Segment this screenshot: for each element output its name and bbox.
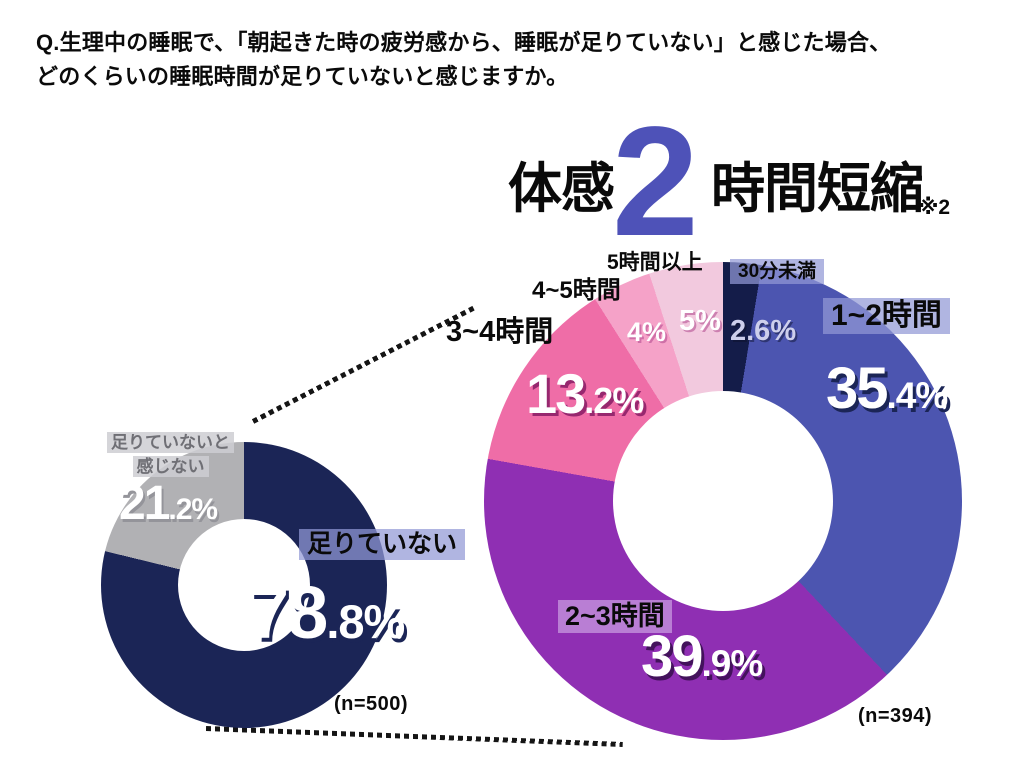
value-2-3-hours: 39.9% xyxy=(641,624,763,689)
label-3-4-hours: 3~4時間 xyxy=(446,316,554,348)
donut-hole-left xyxy=(178,519,310,651)
value-lacking: 78.8% xyxy=(248,571,405,654)
label-under-30min: 30分未満 xyxy=(730,259,825,284)
value-not-feeling-lacking: 21.2% xyxy=(119,477,218,530)
donut-chart-lacking-hours xyxy=(484,262,962,740)
question-text: Q.生理中の睡眠で、「朝起きた時の疲労感から、睡眠が足りていない」と感じた場合、… xyxy=(36,26,891,94)
label-4-5-hours: 4~5時間 xyxy=(532,277,621,304)
question-line-2: どのくらいの睡眠時間が足りていないと感じますか。 xyxy=(36,64,569,89)
donut-hole-right xyxy=(613,391,833,611)
headline-note: ※2 xyxy=(918,196,951,219)
label-not-feeling-lacking: 足りていないと 感じない xyxy=(98,431,243,479)
value-3-4-hours: 13.2% xyxy=(526,362,644,425)
sample-size-right: (n=394) xyxy=(858,705,933,727)
label-1-2-hours: 1~2時間 xyxy=(823,298,950,334)
headline-prefix: 体感 xyxy=(508,159,615,219)
value-1-2-hours: 35.4% xyxy=(826,356,948,421)
value-4-5-hours: 4% xyxy=(627,317,667,347)
value-5plus-hours: 5% xyxy=(679,305,721,337)
dotted-connector-top xyxy=(251,305,475,424)
label-5plus-hours: 5時間以上 xyxy=(607,251,703,274)
question-line-1: Q.生理中の睡眠で、「朝起きた時の疲労感から、睡眠が足りていない」と感じた場合、 xyxy=(36,30,892,55)
headline-number: 2 xyxy=(612,95,699,269)
value-under-30min: 2.6% xyxy=(730,315,797,347)
label-2-3-hours: 2~3時間 xyxy=(558,600,672,633)
label-lacking: 足りていない xyxy=(299,529,466,560)
donut-chart-sleep-sufficiency xyxy=(101,442,387,728)
sample-size-left: (n=500) xyxy=(334,693,409,715)
dotted-connector-bottom xyxy=(205,726,623,748)
headline-suffix: 時間短縮 xyxy=(711,159,924,219)
